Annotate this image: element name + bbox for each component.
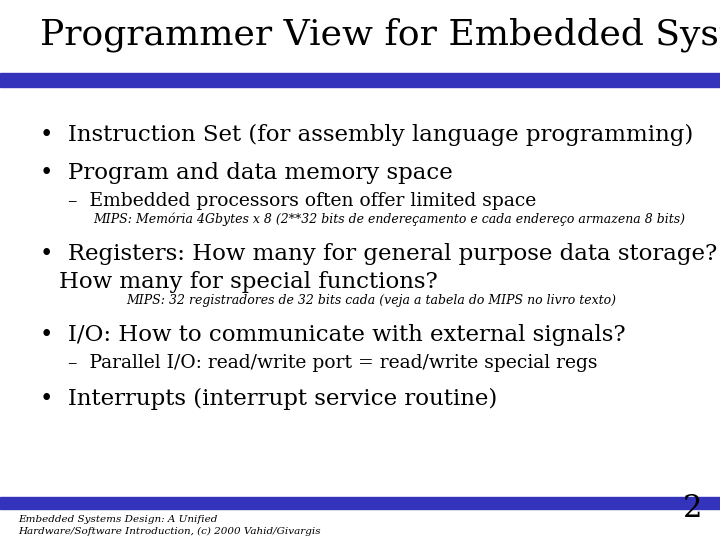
Text: MIPS: Memória 4Gbytes x 8 (2**32 bits de endereçamento e cada endereço armazena : MIPS: Memória 4Gbytes x 8 (2**32 bits de… xyxy=(94,212,685,226)
Text: •  Instruction Set (for assembly language programming): • Instruction Set (for assembly language… xyxy=(40,124,693,146)
Text: 2: 2 xyxy=(683,493,702,524)
Text: •  Interrupts (interrupt service routine): • Interrupts (interrupt service routine) xyxy=(40,388,497,410)
Text: How many for special functions?: How many for special functions? xyxy=(59,271,438,293)
Text: –  Parallel I/O: read/write port = read/write special regs: – Parallel I/O: read/write port = read/w… xyxy=(68,354,598,372)
Text: •  I/O: How to communicate with external signals?: • I/O: How to communicate with external … xyxy=(40,324,625,346)
Text: •  Registers: How many for general purpose data storage?: • Registers: How many for general purpos… xyxy=(40,243,717,265)
Text: –  Embedded processors often offer limited space: – Embedded processors often offer limite… xyxy=(68,192,536,210)
Text: Programmer View for Embedded Systems: Programmer View for Embedded Systems xyxy=(40,18,720,52)
Text: MIPS: 32 registradores de 32 bits cada (veja a tabela do MIPS no livro texto): MIPS: 32 registradores de 32 bits cada (… xyxy=(126,294,616,307)
Bar xyxy=(0,497,720,509)
Text: •  Program and data memory space: • Program and data memory space xyxy=(40,162,452,184)
Text: Embedded Systems Design: A Unified
Hardware/Software Introduction, (c) 2000 Vahi: Embedded Systems Design: A Unified Hardw… xyxy=(18,515,320,536)
Bar xyxy=(0,73,720,87)
